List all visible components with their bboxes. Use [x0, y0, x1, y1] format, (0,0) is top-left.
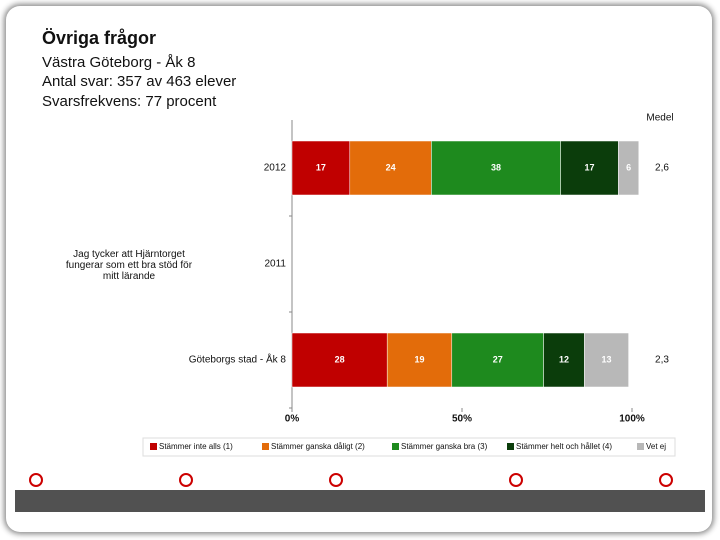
bar-segment: [349, 140, 432, 196]
bar-segment: [386, 332, 453, 388]
mean-label: 2,6: [655, 163, 669, 174]
data-label: 17: [584, 162, 594, 172]
bar-segment: [618, 140, 640, 196]
legend-box: [142, 437, 676, 457]
subtitle: Svarsfrekvens: 77 procent: [42, 93, 217, 110]
bar-segment: [431, 140, 561, 196]
data-label: 38: [491, 162, 501, 172]
legend-swatch: [637, 443, 644, 450]
x-tick-label: 50%: [452, 414, 472, 425]
footer-figures: [15, 473, 705, 512]
mean-label: 2,3: [655, 355, 669, 366]
legend-swatch: [262, 443, 269, 450]
bar-segment: [291, 332, 388, 388]
y-tick-label: 2012: [264, 163, 287, 174]
legend-label: Vet ej: [646, 442, 666, 451]
data-label: 6: [626, 162, 631, 172]
data-label: 24: [386, 162, 396, 172]
y-tick-label: 2011: [264, 259, 286, 270]
bar-segment: [291, 140, 351, 196]
data-label: 27: [493, 354, 503, 364]
legend-swatch: [392, 443, 399, 450]
mean-title: Medel: [646, 113, 673, 124]
data-label: 13: [601, 354, 611, 364]
legend-label: Stämmer ganska bra (3): [401, 442, 488, 451]
bar-segment: [560, 140, 619, 196]
legend-label: Stämmer ganska dåligt (2): [271, 442, 365, 451]
legend-swatch: [507, 443, 514, 450]
data-label: 28: [335, 354, 345, 364]
legend-swatch: [150, 443, 157, 450]
question-label: Jag tycker att Hjärntorget fungerar som …: [65, 249, 193, 282]
bar-segment: [543, 332, 585, 388]
subtitle: Västra Göteborg - Åk 8: [42, 54, 196, 71]
legend-label: Stämmer inte alls (1): [159, 442, 233, 451]
legend-label: Stämmer helt och hållet (4): [516, 442, 612, 451]
data-label: 19: [414, 354, 424, 364]
slide-title: Övriga frågor: [42, 28, 157, 48]
data-label: 17: [316, 162, 326, 172]
bar-segment: [584, 332, 629, 388]
x-tick-label: 0%: [285, 414, 300, 425]
y-tick-label: Göteborgs stad - Åk 8: [189, 353, 287, 366]
bar-segment: [451, 332, 544, 388]
x-tick-label: 100%: [619, 414, 645, 425]
subtitle: Antal svar: 357 av 463 elever: [42, 73, 237, 90]
data-label: 12: [559, 354, 569, 364]
